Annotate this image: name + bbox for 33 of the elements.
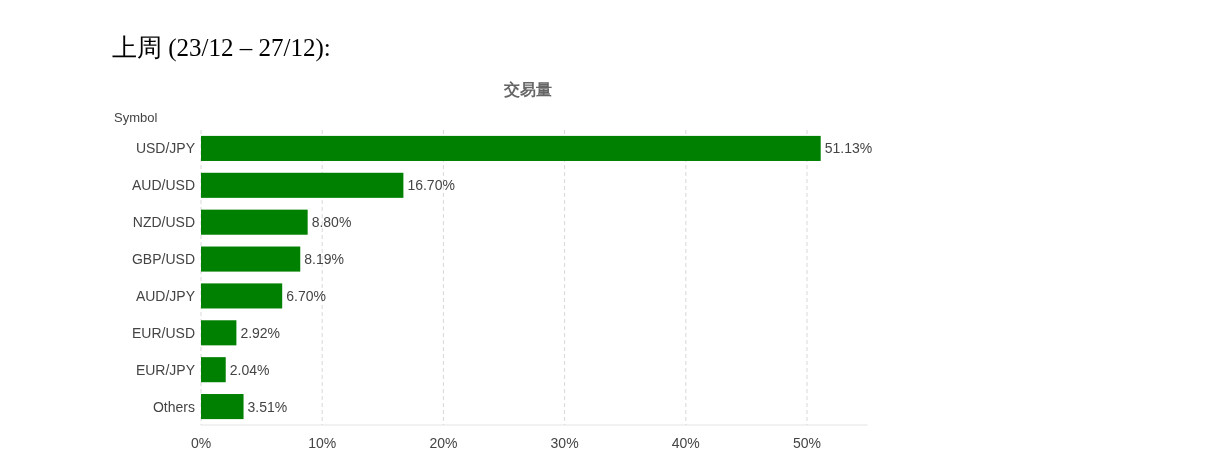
bar — [201, 394, 244, 420]
x-tick-label: 30% — [550, 435, 579, 451]
y-tick-label: EUR/USD — [131, 324, 195, 341]
x-tick-label: 0% — [190, 435, 212, 451]
bar — [201, 246, 301, 272]
chart-subtitle: 交易量 — [503, 80, 552, 98]
x-tick-label: 40% — [671, 435, 700, 451]
bar — [201, 172, 404, 198]
y-tick-label: Others — [152, 398, 195, 415]
bar — [201, 320, 237, 346]
data-label: 8.19% — [304, 251, 344, 268]
y-tick-label: AUD/USD — [131, 177, 195, 194]
y-tick-label: NZD/USD — [132, 214, 195, 231]
x-tick-label: 20% — [429, 435, 458, 451]
x-tick-label: 50% — [792, 435, 822, 451]
y-axis-title: Symbol — [114, 110, 158, 125]
data-label: 3.51% — [247, 398, 288, 415]
bar — [201, 135, 821, 161]
chart-title: 上周 (23/12 – 27/12): — [112, 34, 331, 62]
data-label: 2.92% — [240, 324, 281, 341]
data-label: 6.70% — [286, 287, 326, 304]
data-label: 16.70% — [407, 177, 455, 194]
data-label: 2.04% — [229, 361, 270, 378]
data-label: 8.80% — [311, 214, 352, 231]
bar — [201, 209, 308, 235]
x-tick-label: 10% — [308, 435, 337, 451]
bar — [201, 357, 226, 383]
y-tick-label: GBP/USD — [131, 251, 195, 268]
bar — [201, 283, 283, 309]
y-tick-label: EUR/JPY — [135, 361, 196, 378]
y-tick-label: AUD/JPY — [135, 287, 196, 304]
data-label: 51.13% — [824, 140, 873, 157]
y-tick-label: USD/JPY — [135, 140, 196, 157]
